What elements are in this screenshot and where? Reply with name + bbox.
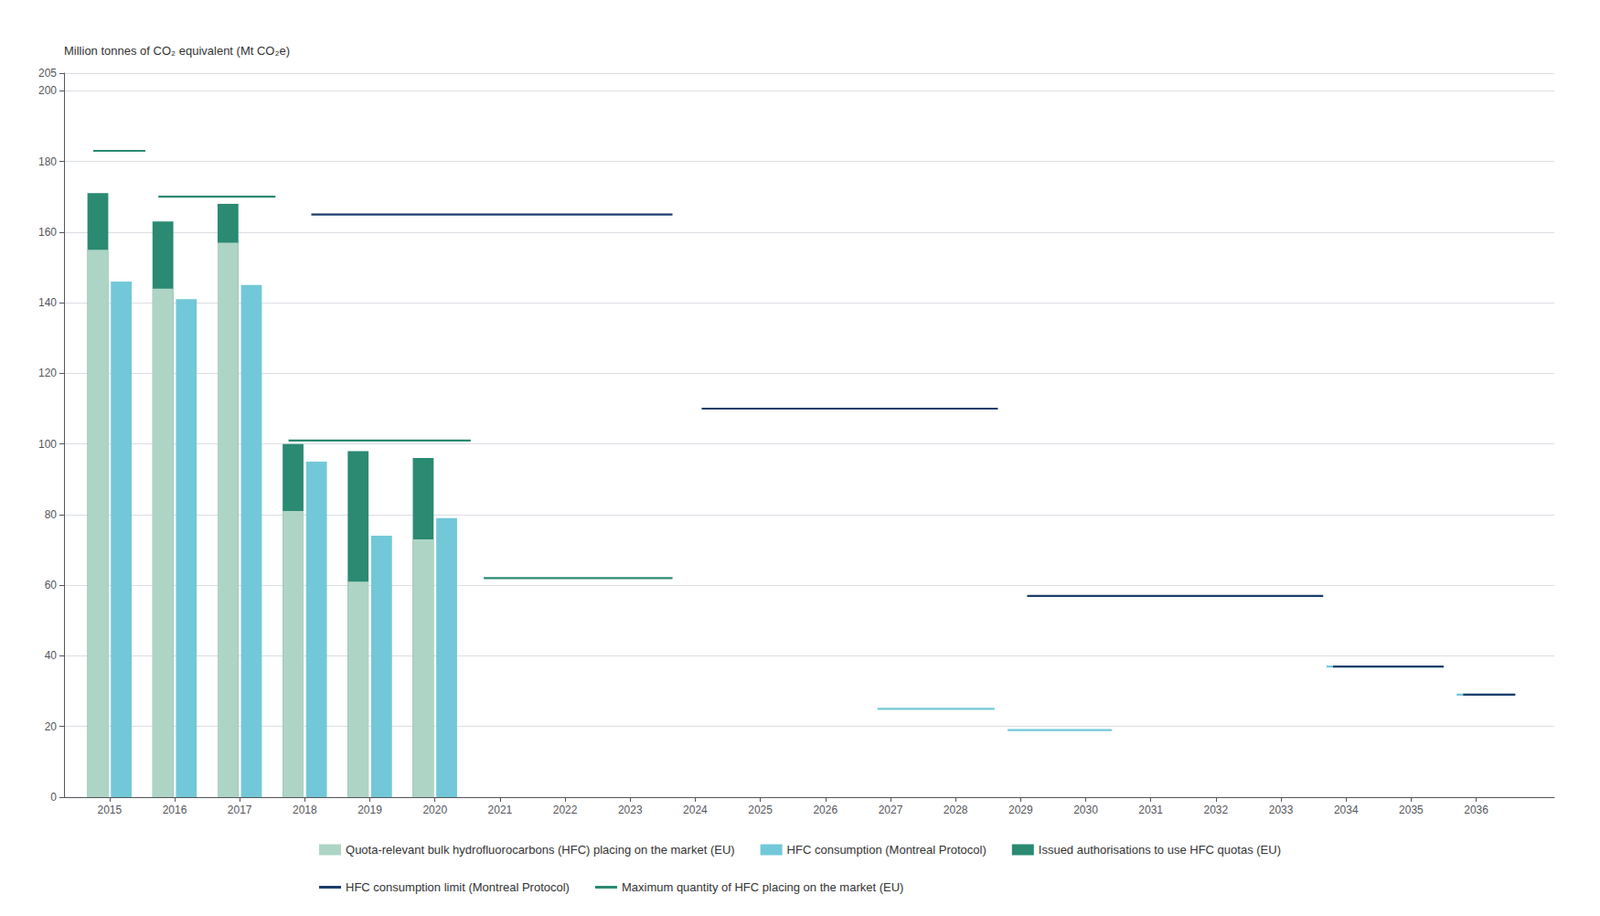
svg-text:2018: 2018 (292, 803, 318, 817)
svg-text:Issued authorisations to use H: Issued authorisations to use HFC quotas … (1038, 842, 1281, 857)
svg-text:40: 40 (44, 649, 58, 662)
svg-text:2035: 2035 (1398, 803, 1424, 817)
svg-text:2031: 2031 (1138, 803, 1163, 817)
svg-text:2028: 2028 (943, 803, 969, 817)
svg-text:2029: 2029 (1008, 803, 1034, 817)
svg-text:2033: 2033 (1269, 803, 1294, 817)
svg-text:160: 160 (38, 225, 57, 239)
svg-text:205: 205 (38, 66, 57, 80)
svg-text:180: 180 (38, 155, 57, 169)
svg-text:140: 140 (38, 296, 57, 310)
svg-text:Quota-relevant bulk hydrofluor: Quota-relevant bulk hydrofluorocarbons (… (345, 842, 736, 857)
svg-text:80: 80 (44, 508, 58, 522)
svg-text:2025: 2025 (747, 803, 773, 817)
svg-text:2034: 2034 (1333, 803, 1359, 817)
svg-text:2023: 2023 (618, 803, 643, 817)
svg-text:0: 0 (50, 790, 57, 804)
svg-text:Maximum quantity of HFC placin: Maximum quantity of HFC placing on the m… (621, 880, 905, 895)
svg-text:60: 60 (44, 578, 58, 592)
svg-text:2024: 2024 (682, 803, 708, 817)
svg-text:120: 120 (38, 366, 57, 380)
svg-text:2015: 2015 (96, 803, 122, 817)
svg-text:2026: 2026 (812, 803, 838, 817)
svg-text:2022: 2022 (553, 803, 578, 817)
svg-text:20: 20 (44, 720, 58, 734)
svg-text:2036: 2036 (1463, 803, 1489, 817)
svg-text:200: 200 (38, 84, 57, 97)
svg-text:HFC consumption limit (Montrea: HFC consumption limit (Montreal Protocol… (345, 880, 570, 895)
svg-text:HFC consumption (Montreal Prot: HFC consumption (Montreal Protocol) (787, 842, 987, 857)
svg-text:2030: 2030 (1073, 803, 1099, 817)
svg-text:2019: 2019 (357, 803, 383, 817)
svg-text:2027: 2027 (878, 803, 904, 817)
svg-text:2017: 2017 (227, 803, 253, 817)
svg-text:2021: 2021 (488, 803, 513, 817)
svg-text:2020: 2020 (422, 803, 448, 817)
svg-text:2032: 2032 (1204, 803, 1229, 817)
svg-text:2016: 2016 (162, 803, 188, 817)
svg-text:Million tonnes of CO₂ equivale: Million tonnes of CO₂ equivalent (Mt CO₂… (64, 43, 290, 58)
svg-text:100: 100 (38, 437, 57, 451)
